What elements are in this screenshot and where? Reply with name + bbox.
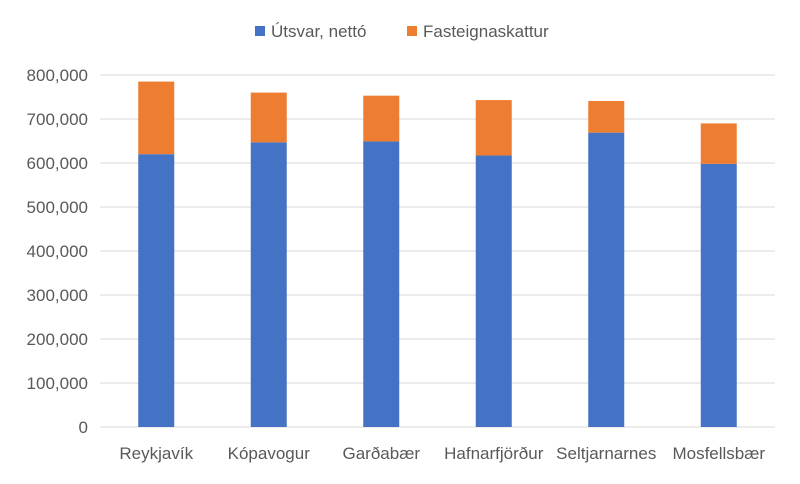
x-tick-label: Hafnarfjörður <box>444 444 544 463</box>
bar-segment-fasteignaskattur <box>588 100 625 133</box>
legend-label: Fasteignaskattur <box>423 22 549 41</box>
y-tick-label: 500,000 <box>27 198 88 217</box>
bar-segment-fasteignaskattur <box>138 81 175 155</box>
bars <box>138 81 737 427</box>
x-tick-label: Garðabær <box>343 444 421 463</box>
x-tick-label: Seltjarnarnes <box>556 444 656 463</box>
x-tick-label: Mosfellsbær <box>672 444 765 463</box>
y-tick-label: 0 <box>79 418 88 437</box>
y-tick-label: 600,000 <box>27 154 88 173</box>
y-tick-label: 100,000 <box>27 374 88 393</box>
legend: Útsvar, nettó Fasteignaskattur <box>255 22 549 41</box>
bar-segment-utsvar <box>475 155 512 427</box>
legend-label: Útsvar, nettó <box>271 22 366 41</box>
y-tick-label: 200,000 <box>27 330 88 349</box>
bar-segment-fasteignaskattur <box>250 92 287 143</box>
bar-segment-utsvar <box>250 142 287 427</box>
y-tick-label: 700,000 <box>27 110 88 129</box>
bar-segment-utsvar <box>588 132 625 427</box>
legend-swatch <box>255 26 265 36</box>
legend-swatch <box>407 26 417 36</box>
gridlines: 0 100,000 200,000 300,000 400,000 500,000 600,… <box>27 66 775 437</box>
bar-segment-utsvar <box>363 141 400 427</box>
y-tick-label: 400,000 <box>27 242 88 261</box>
bar-segment-fasteignaskattur <box>475 100 512 156</box>
bar-segment-utsvar <box>138 154 175 427</box>
x-axis-labels: Reykjavík Kópavogur Garðabær Hafnarfjörður S… <box>119 444 765 463</box>
y-tick-label: 800,000 <box>27 66 88 85</box>
x-tick-label: Reykjavík <box>119 444 193 463</box>
bar-segment-fasteignaskattur <box>363 95 400 142</box>
x-tick-label: Kópavogur <box>228 444 311 463</box>
bar-segment-fasteignaskattur <box>700 123 737 164</box>
bar-segment-utsvar <box>700 163 737 427</box>
y-tick-label: 300,000 <box>27 286 88 305</box>
